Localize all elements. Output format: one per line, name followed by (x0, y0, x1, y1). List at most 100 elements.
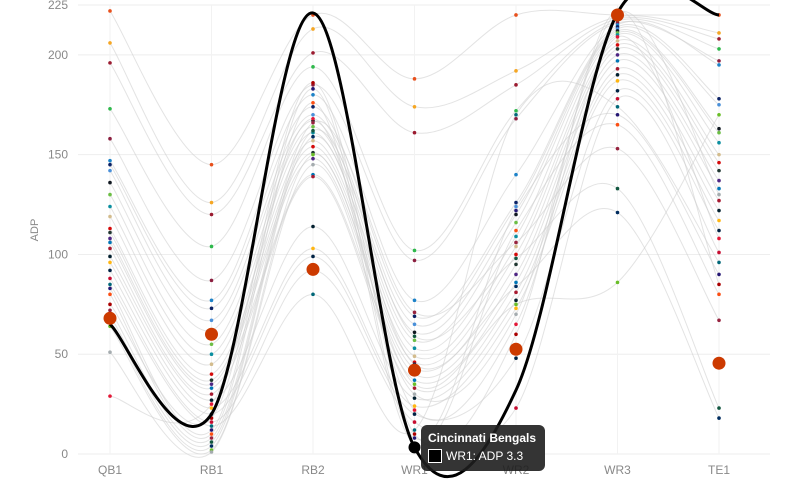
team-point (717, 250, 721, 255)
team-point (108, 240, 112, 245)
team-point (615, 53, 620, 57)
team-point (514, 212, 518, 217)
team-point (311, 156, 315, 161)
team-point (514, 172, 518, 177)
emphasized-point (205, 327, 218, 341)
team-point (209, 162, 214, 167)
team-point (717, 318, 721, 323)
highlighted-line (108, 0, 720, 479)
team-point (108, 158, 112, 163)
team-point (108, 9, 112, 13)
team-point (209, 424, 214, 428)
team-point (412, 77, 417, 81)
team-point (311, 152, 315, 157)
team-point (615, 43, 620, 47)
team-point (311, 112, 315, 117)
team-point (514, 356, 518, 361)
tooltip-text: WR1: ADP 3.3 (446, 449, 524, 463)
team-point (209, 406, 214, 410)
team-point (412, 346, 417, 351)
team-point (412, 298, 417, 303)
highlighted-series[interactable] (108, 0, 720, 479)
team-point (209, 386, 214, 390)
team-point (108, 168, 112, 173)
team-point (717, 130, 721, 135)
team-line (109, 9, 719, 166)
team-point (514, 298, 518, 303)
team-point (311, 104, 315, 109)
team-point (108, 162, 112, 167)
team-point (108, 260, 112, 265)
team-point (209, 420, 214, 424)
emphasized-point (306, 262, 320, 276)
team-point (108, 350, 112, 355)
tooltip-title: Cincinnati Bengals (428, 431, 537, 445)
team-point (108, 192, 112, 197)
x-axis-ticks: QB1RB1RB2WR1WR2WR3TE1 (98, 463, 730, 477)
team-point (311, 254, 315, 259)
team-point (108, 41, 112, 45)
team-point (514, 272, 518, 277)
tooltip-color-swatch (428, 449, 442, 463)
team-point (717, 292, 721, 297)
team-point (717, 282, 721, 287)
team-line (109, 15, 720, 204)
team-point (717, 96, 721, 101)
x-tick-label: QB1 (98, 463, 122, 477)
team-point (209, 352, 214, 357)
y-tick-label: 100 (48, 247, 68, 261)
team-point (311, 87, 315, 91)
team-point (108, 204, 112, 209)
team-point (209, 362, 214, 367)
team-point (514, 302, 518, 307)
team-point (311, 120, 315, 125)
emphasized-point (103, 311, 117, 325)
team-point (412, 310, 417, 315)
x-tick-label: WR3 (604, 463, 631, 477)
team-point (412, 382, 417, 386)
team-point (412, 378, 417, 382)
x-tick-label: TE1 (708, 463, 730, 477)
team-points (108, 9, 721, 454)
y-tick-label: 50 (55, 347, 69, 361)
emphasized-point (509, 342, 523, 356)
team-point (412, 404, 417, 408)
team-point (108, 226, 112, 231)
y-tick-label: 225 (48, 0, 68, 12)
team-point (412, 258, 417, 263)
team-point (311, 27, 315, 31)
team-point (615, 67, 620, 71)
team-point (412, 428, 417, 432)
team-point (717, 168, 721, 173)
team-point (412, 420, 417, 424)
team-point (615, 112, 620, 117)
team-point (514, 204, 518, 209)
team-point (412, 386, 417, 390)
team-point (311, 100, 315, 105)
team-point (717, 31, 721, 35)
team-point (717, 126, 721, 131)
team-point (311, 224, 315, 229)
team-point (209, 402, 214, 406)
y-tick-label: 0 (61, 447, 68, 461)
team-point (108, 268, 112, 273)
emphasized-points (103, 8, 726, 377)
emphasized-point (408, 363, 421, 377)
team-point (514, 240, 518, 245)
team-point (108, 308, 112, 313)
team-point (209, 450, 214, 454)
team-point (209, 318, 214, 323)
team-point (514, 208, 518, 213)
team-point (311, 51, 315, 55)
team-point (514, 290, 518, 295)
team-point (412, 396, 417, 400)
team-point (717, 272, 721, 277)
team-point (615, 122, 620, 127)
team-point (311, 81, 315, 85)
team-point (717, 186, 721, 191)
y-axis-ticks: 0 50 100 150 200 225 (48, 0, 68, 461)
team-point (209, 432, 214, 436)
x-tick-label: RB1 (200, 463, 224, 477)
team-point (717, 140, 721, 145)
